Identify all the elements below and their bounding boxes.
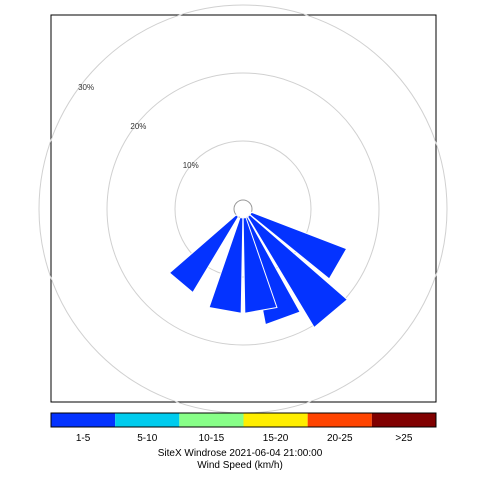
legend-label: 1-5	[76, 433, 91, 444]
legend-swatch	[371, 413, 436, 427]
petal	[208, 216, 244, 314]
chart-title: SiteX Windrose 2021-06-04 21:00:00	[157, 448, 323, 459]
legend-label: 15-20	[263, 433, 289, 444]
petals	[168, 211, 349, 329]
legend-label: 20-25	[327, 433, 353, 444]
petal	[246, 214, 349, 329]
petal	[242, 216, 278, 314]
grid-ring	[174, 140, 312, 278]
legend-swatch	[115, 413, 180, 427]
legend-swatch	[307, 413, 372, 427]
legend-label: 5-10	[137, 433, 157, 444]
ring-label: 30%	[78, 83, 94, 92]
legend-label: 10-15	[199, 433, 225, 444]
ring-label: 10%	[183, 161, 199, 170]
legend: 1-5 5-10 10-15 15-20 20-25 >25	[50, 412, 437, 444]
grid-ring	[106, 72, 380, 346]
ring-label: 20%	[130, 122, 146, 131]
legend-swatch	[243, 413, 308, 427]
legend-swatch	[51, 413, 116, 427]
legend-label: >25	[395, 433, 412, 444]
legend-swatch	[179, 413, 244, 427]
x-axis-label: Wind Speed (km/h)	[197, 460, 283, 471]
legend-frame	[50, 412, 437, 428]
petal	[249, 211, 348, 280]
petal	[168, 214, 240, 294]
